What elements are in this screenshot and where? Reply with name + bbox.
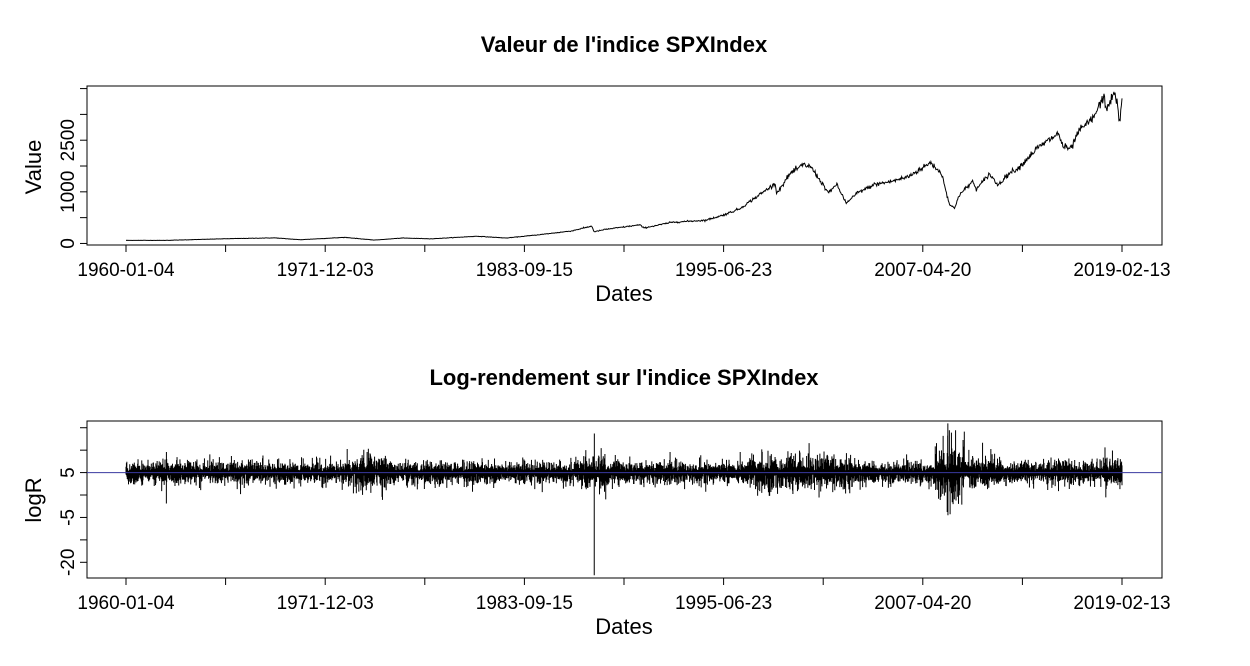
x-tick-label: 1960-01-04	[77, 593, 175, 614]
logr-y-axis-label: logR	[21, 477, 46, 522]
x-tick-label: 1960-01-04	[77, 260, 175, 281]
x-tick-label: 1995-06-23	[675, 593, 772, 614]
x-tick-label: 2007-04-20	[874, 260, 971, 281]
logr-series-line	[125, 423, 1123, 576]
x-tick-label: 1983-09-15	[476, 260, 573, 281]
value-chart-title: Valeur de l'indice SPXIndex	[481, 32, 768, 57]
value-series-line	[125, 91, 1123, 242]
y-tick-label: 2500	[58, 119, 79, 161]
logr-x-axis: 1960-01-04 1971-12-03 1983-09-15 1995-06-23…	[77, 578, 1171, 614]
x-tick-label: 2007-04-20	[874, 593, 971, 614]
x-tick-label: 2019-02-13	[1073, 593, 1170, 614]
x-tick-label: 1971-12-03	[277, 260, 374, 281]
x-tick-label: 1971-12-03	[277, 593, 374, 614]
x-tick-label: 1983-09-15	[476, 593, 573, 614]
y-tick-label: 5	[58, 467, 79, 478]
value-y-axis-label: Value	[21, 140, 46, 195]
value-panel: Valeur de l'indice SPXIndex 0 1000 2500 19…	[21, 32, 1171, 306]
value-plot-frame	[86, 85, 1163, 246]
logr-y-axis: -20 -5 5	[58, 427, 87, 576]
value-x-axis: 1960-01-04 1971-12-03 1983-09-15 1995-06-23…	[77, 245, 1171, 281]
value-x-axis-label: Dates	[595, 281, 652, 306]
x-tick-label: 1995-06-23	[675, 260, 772, 281]
y-tick-label: -5	[58, 509, 79, 526]
y-tick-label: 0	[58, 238, 79, 249]
logr-panel: Log-rendement sur l'indice SPXIndex -20-…	[21, 365, 1171, 639]
y-tick-label: 1000	[58, 171, 79, 213]
logr-chart-title: Log-rendement sur l'indice SPXIndex	[429, 365, 819, 390]
logr-plot-frame	[86, 420, 1163, 579]
x-tick-label: 2019-02-13	[1073, 260, 1170, 281]
y-tick-label: -20	[58, 549, 79, 576]
logr-x-axis-label: Dates	[595, 614, 652, 639]
value-y-axis: 0 1000 2500	[58, 88, 87, 249]
